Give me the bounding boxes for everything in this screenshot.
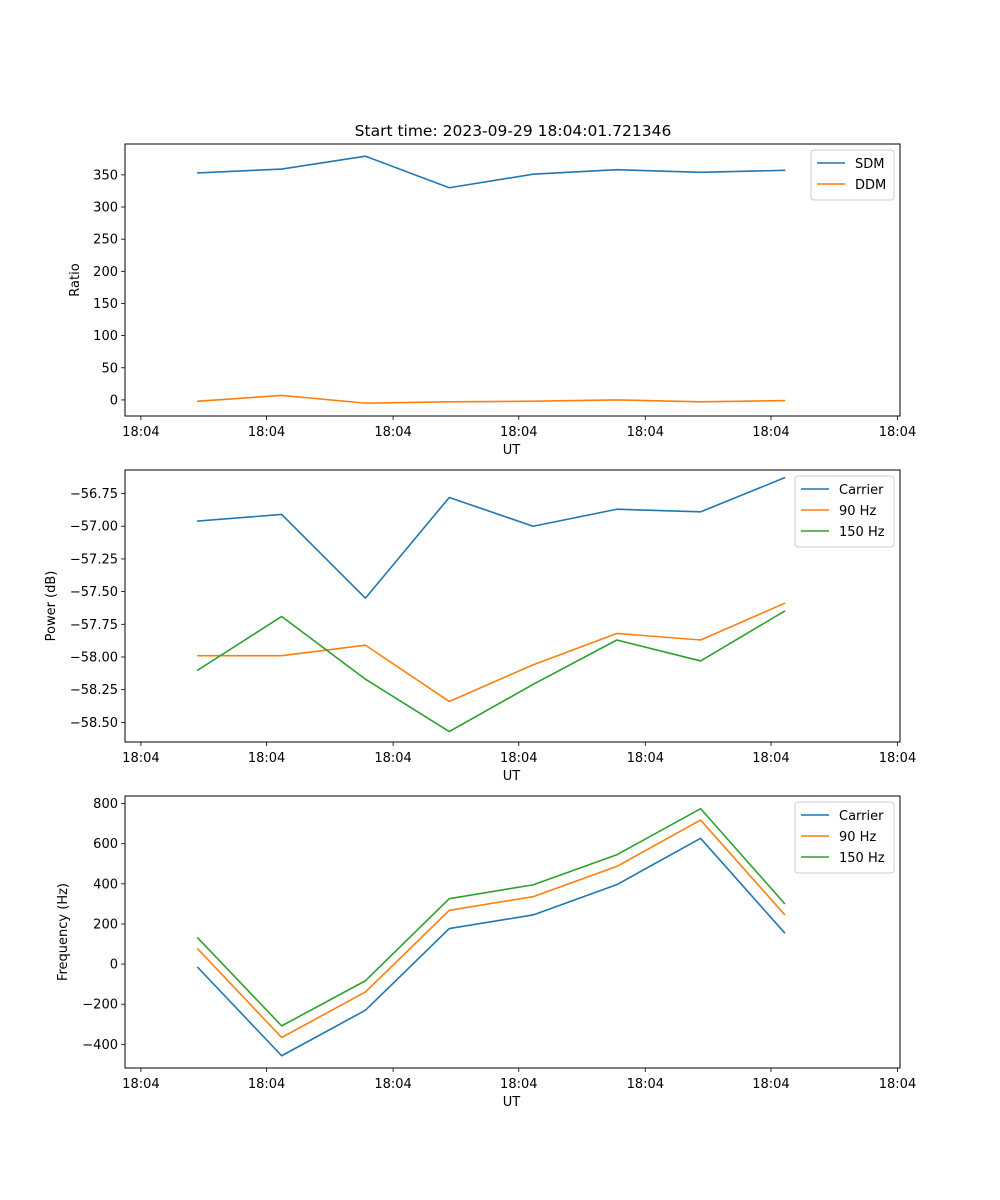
y-tick-label: −57.00 bbox=[70, 520, 118, 535]
x-tick-label: 18:04 bbox=[374, 1077, 411, 1092]
y-tick-label: 250 bbox=[93, 233, 118, 248]
x-tick-label: 18:04 bbox=[122, 751, 159, 766]
y-tick-label: 300 bbox=[93, 201, 118, 216]
plot-3: 18:04 18:04 18:04 18:04 18:04 18:04 18:04 −400 −… bbox=[56, 795, 916, 1110]
y-tick-label: 0 bbox=[110, 958, 118, 973]
y-tick-label: 200 bbox=[93, 265, 118, 280]
legend: SDM DDM bbox=[810, 149, 895, 201]
y-tick-label: 0 bbox=[110, 393, 118, 408]
y-axis-label: Frequency (Hz) bbox=[56, 883, 71, 981]
series-line-carrier bbox=[196, 837, 786, 1057]
y-tick-label: −200 bbox=[82, 998, 118, 1013]
x-tick-label: 18:04 bbox=[122, 425, 159, 440]
x-axis-label: UT bbox=[503, 769, 521, 784]
x-axis-label: UT bbox=[503, 443, 521, 458]
series-line-90-hz bbox=[197, 602, 786, 703]
y-tick-label: 400 bbox=[93, 877, 118, 892]
x-tick-label: 18:04 bbox=[879, 751, 916, 766]
x-tick-label: 18:04 bbox=[627, 1077, 664, 1092]
plots-container: 18:04 18:04 18:04 18:04 18:04 18:04 18:04 0 50 10… bbox=[44, 143, 916, 1110]
x-tick-label: 18:04 bbox=[374, 751, 411, 766]
series-line-150-hz bbox=[196, 610, 786, 733]
axes-frame bbox=[124, 795, 901, 1069]
y-axis-label: Power (dB) bbox=[44, 571, 59, 642]
legend-label: Carrier bbox=[839, 809, 884, 824]
series-line-ddm bbox=[197, 394, 786, 404]
legend-label: 90 Hz bbox=[839, 504, 876, 519]
x-tick-label: 18:04 bbox=[627, 751, 664, 766]
series-line-90-hz bbox=[196, 819, 786, 1039]
axes-frame bbox=[124, 469, 901, 743]
x-tick-label: 18:04 bbox=[627, 425, 664, 440]
x-tick-label: 18:04 bbox=[500, 1077, 537, 1092]
plot-1: 18:04 18:04 18:04 18:04 18:04 18:04 18:04 0 50 10… bbox=[68, 143, 916, 458]
x-tick-label: 18:04 bbox=[248, 425, 285, 440]
figure-title: Start time: 2023-09-29 18:04:01.721346 bbox=[355, 122, 672, 140]
x-tick-label: 18:04 bbox=[879, 1077, 916, 1092]
legend-label: 150 Hz bbox=[839, 525, 885, 540]
x-tick-label: 18:04 bbox=[752, 425, 789, 440]
y-tick-label: −57.75 bbox=[70, 618, 118, 633]
x-tick-label: 18:04 bbox=[752, 751, 789, 766]
legend-label: SDM bbox=[855, 157, 884, 172]
y-tick-label: −58.50 bbox=[70, 716, 118, 731]
y-tick-label: −57.25 bbox=[70, 552, 118, 567]
axes-frame bbox=[124, 143, 901, 417]
x-tick-label: 18:04 bbox=[879, 425, 916, 440]
legend-label: DDM bbox=[855, 178, 886, 193]
y-tick-label: 150 bbox=[93, 297, 118, 312]
y-tick-label: −56.75 bbox=[70, 487, 118, 502]
x-tick-label: 18:04 bbox=[752, 1077, 789, 1092]
legend: Carrier 90 Hz 150 Hz bbox=[794, 801, 895, 874]
legend-frame bbox=[794, 801, 895, 874]
y-tick-label: 350 bbox=[93, 168, 118, 183]
plot-2: 18:04 18:04 18:04 18:04 18:04 18:04 18:04 −56.7… bbox=[44, 469, 916, 784]
y-tick-label: 50 bbox=[101, 361, 118, 376]
y-axis-label: Ratio bbox=[68, 263, 83, 296]
y-tick-label: 800 bbox=[93, 797, 118, 812]
x-tick-label: 18:04 bbox=[122, 1077, 159, 1092]
legend: Carrier 90 Hz 150 Hz bbox=[794, 475, 895, 548]
series-line-150-hz bbox=[196, 807, 786, 1027]
y-tick-label: 100 bbox=[93, 329, 118, 344]
x-tick-label: 18:04 bbox=[248, 751, 285, 766]
x-tick-label: 18:04 bbox=[500, 425, 537, 440]
y-tick-label: 200 bbox=[93, 917, 118, 932]
legend-label: 150 Hz bbox=[839, 851, 885, 866]
legend-frame bbox=[794, 475, 895, 548]
y-tick-label: 600 bbox=[93, 837, 118, 852]
y-tick-label: −400 bbox=[82, 1038, 118, 1053]
legend-label: Carrier bbox=[839, 483, 884, 498]
x-tick-label: 18:04 bbox=[248, 1077, 285, 1092]
x-tick-label: 18:04 bbox=[500, 751, 537, 766]
y-tick-label: −57.50 bbox=[70, 585, 118, 600]
y-tick-label: −58.25 bbox=[70, 683, 118, 698]
x-tick-label: 18:04 bbox=[374, 425, 411, 440]
y-tick-label: −58.00 bbox=[70, 651, 118, 666]
legend-label: 90 Hz bbox=[839, 830, 876, 845]
series-line-carrier bbox=[197, 476, 786, 599]
series-line-sdm bbox=[197, 155, 786, 189]
x-axis-label: UT bbox=[503, 1095, 521, 1110]
